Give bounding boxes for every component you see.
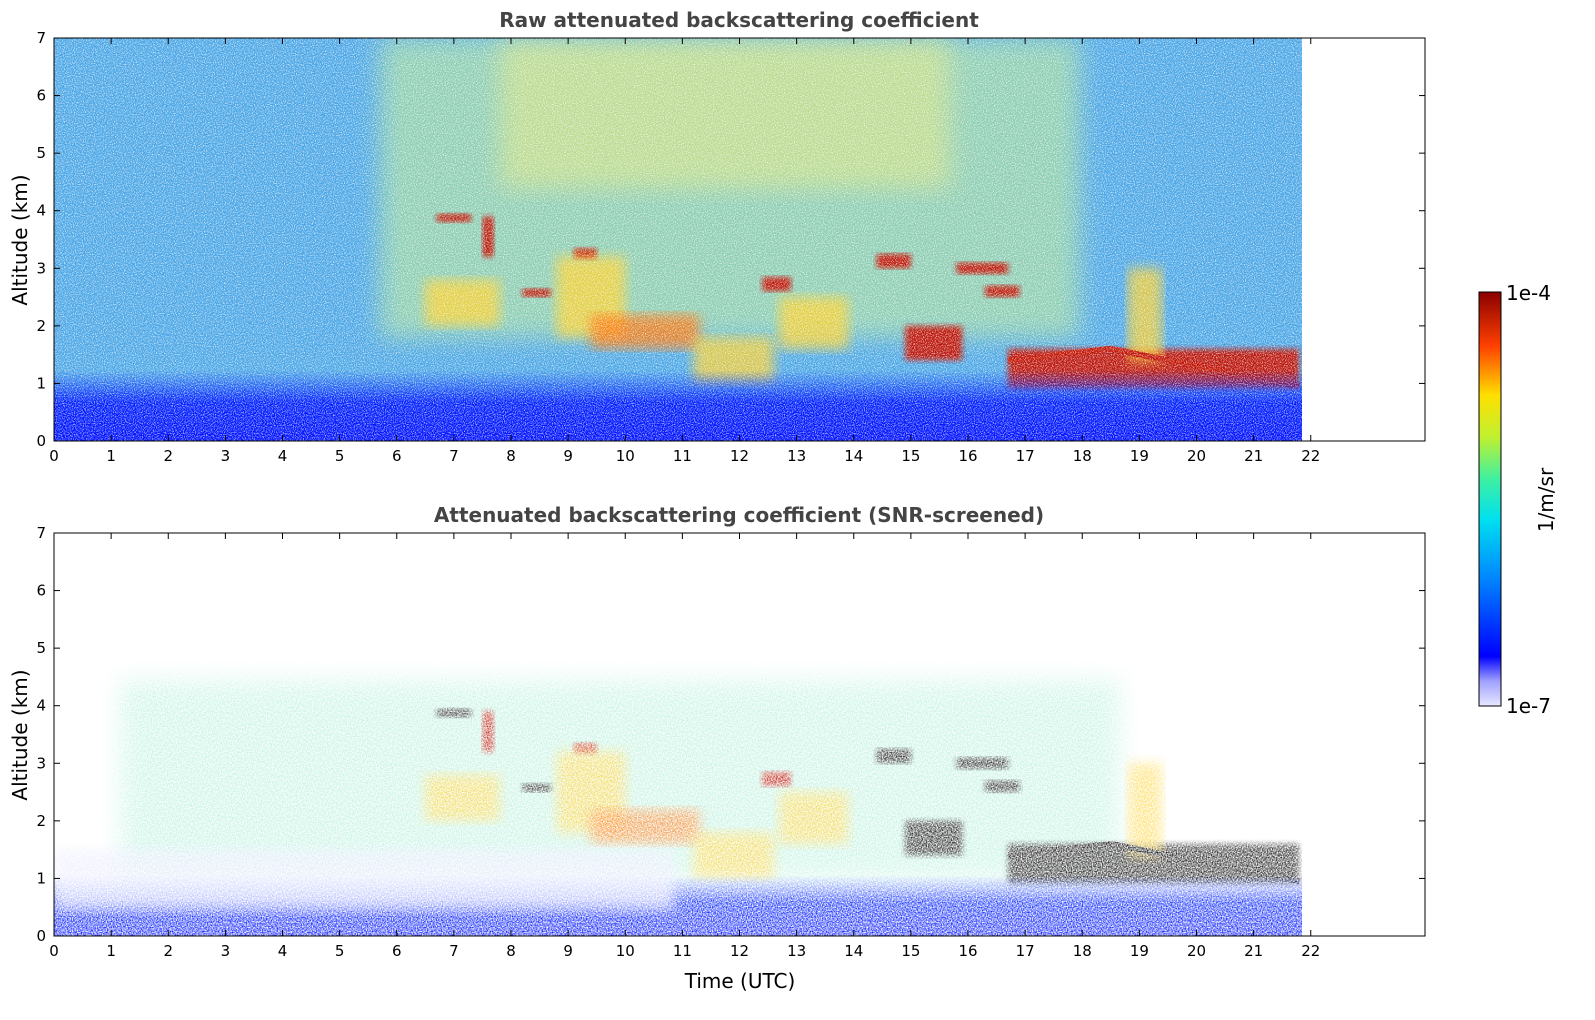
heatmap-noise [54,38,1302,441]
x-tick-label: 10 [616,447,635,465]
axes: 0 1 2 3 4 5 6 7 8 9 10 11 12 13 14 15 16 17 18 19 20 21 220123… [36,524,1426,960]
x-tick-label: 3 [221,942,231,960]
x-tick-label: 13 [787,447,806,465]
x-tick-label: 10 [616,942,635,960]
x-tick-label: 17 [1016,942,1035,960]
heatmap-raw [54,38,1302,441]
y-tick-label: 5 [36,144,46,162]
x-tick-label: 0 [49,942,59,960]
x-tick-label: 3 [221,447,231,465]
y-tick-label: 0 [36,432,46,450]
x-tick-label: 21 [1244,447,1263,465]
colorbar-unit-label: 1/m/sr [1534,467,1558,532]
panel-title: Raw attenuated backscattering coefficien… [499,8,979,32]
x-tick-label: 15 [901,942,920,960]
axes: 0 1 2 3 4 5 6 7 8 9 10 11 12 13 14 15 16 17 18 19 20 21 220123… [36,29,1426,465]
colorbar-gradient [1478,291,1502,707]
y-tick-label: 2 [36,812,46,830]
y-tick-label: 3 [36,754,46,772]
x-tick-label: 5 [335,447,345,465]
y-tick-label: 1 [36,869,46,887]
colorbar-min-label: 1e-7 [1506,694,1551,718]
colorbar: 1e-4 1e-7 1/m/sr [1478,281,1558,718]
y-tick-label: 7 [36,29,46,47]
y-tick-label: 6 [36,87,46,105]
x-tick-label: 11 [673,942,692,960]
x-tick-label: 8 [506,942,516,960]
y-tick-label: 7 [36,524,46,542]
x-tick-label: 7 [449,942,459,960]
x-tick-label: 1 [106,942,116,960]
x-tick-label: 15 [901,447,920,465]
x-tick-label: 21 [1244,942,1263,960]
colorbar-max-label: 1e-4 [1506,281,1551,305]
panel-raw: Raw attenuated backscattering coefficien… [8,8,1426,465]
x-tick-label: 6 [392,447,402,465]
x-tick-label: 4 [278,942,288,960]
x-tick-label: 12 [730,942,749,960]
x-tick-label: 16 [958,447,977,465]
x-tick-label: 14 [844,942,863,960]
panel-title: Attenuated backscattering coefficient (S… [434,503,1044,527]
x-axis-label: Time (UTC) [684,969,796,993]
x-tick-label: 9 [563,942,573,960]
x-tick-label: 19 [1130,942,1149,960]
x-tick-label: 22 [1301,447,1320,465]
x-tick-label: 20 [1187,447,1206,465]
heatmap-noise [54,533,1302,936]
x-tick-label: 17 [1016,447,1035,465]
x-tick-label: 18 [1073,447,1092,465]
y-tick-label: 4 [36,697,46,715]
panel-screened: Attenuated backscattering coefficient (S… [8,503,1426,993]
y-tick-label: 6 [36,582,46,600]
y-axis-label: Altitude (km) [8,174,32,305]
x-tick-label: 6 [392,942,402,960]
heatmap-screened [54,533,1302,936]
x-tick-label: 18 [1073,942,1092,960]
y-tick-label: 1 [36,374,46,392]
x-tick-label: 20 [1187,942,1206,960]
y-tick-label: 0 [36,927,46,945]
x-tick-label: 4 [278,447,288,465]
x-tick-label: 0 [49,447,59,465]
x-tick-label: 7 [449,447,459,465]
x-tick-label: 2 [163,447,173,465]
y-tick-label: 5 [36,639,46,657]
x-tick-label: 5 [335,942,345,960]
x-tick-label: 1 [106,447,116,465]
y-tick-label: 4 [36,202,46,220]
y-axis-label: Altitude (km) [8,669,32,800]
x-tick-label: 11 [673,447,692,465]
x-tick-label: 13 [787,942,806,960]
y-tick-label: 2 [36,317,46,335]
x-tick-label: 16 [958,942,977,960]
x-tick-label: 12 [730,447,749,465]
x-tick-label: 19 [1130,447,1149,465]
x-tick-label: 9 [563,447,573,465]
x-tick-label: 8 [506,447,516,465]
x-tick-label: 22 [1301,942,1320,960]
x-tick-label: 2 [163,942,173,960]
y-tick-label: 3 [36,259,46,277]
x-tick-label: 14 [844,447,863,465]
